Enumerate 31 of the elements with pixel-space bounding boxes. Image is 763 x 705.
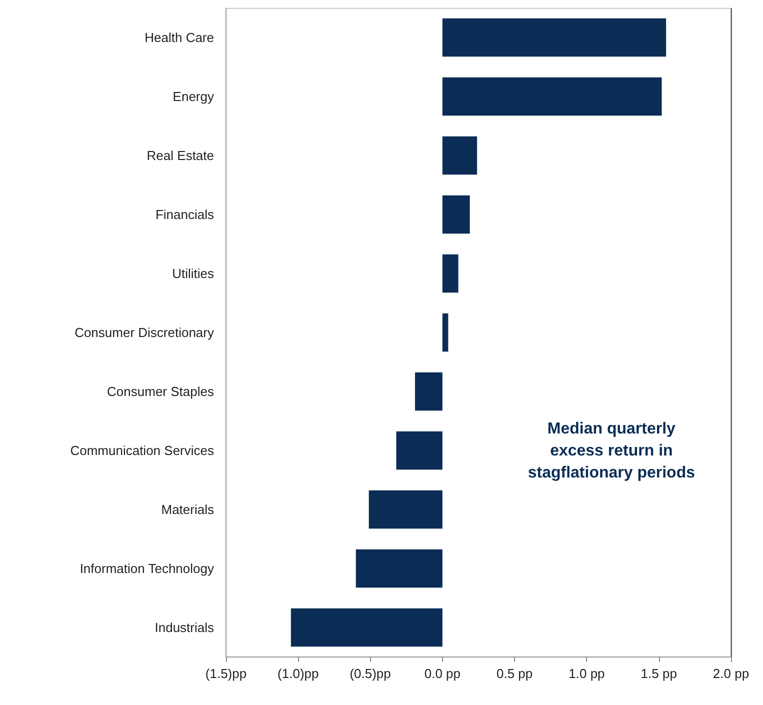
y-tick-label: Industrials [154,620,214,635]
x-tick-label: (1.5)pp [205,666,247,681]
x-tick-label: 1.5 pp [640,666,677,681]
bar [356,549,442,588]
x-tick-label: 0.5 pp [496,666,533,681]
y-tick-label: Utilities [172,266,214,281]
bar [442,254,458,293]
y-tick-label: Consumer Discretionary [74,325,214,340]
bar [290,608,442,647]
x-tick-label: (1.0)pp [278,666,319,681]
y-tick-label: Energy [172,89,214,104]
x-tick-label: (0.5)pp [350,666,391,681]
bar [442,136,478,175]
y-tick-label: Financials [155,207,214,222]
y-tick-label: Information Technology [80,561,214,576]
y-tick-label: Consumer Staples [107,384,214,399]
x-tick-label: 2.0 pp [712,666,750,681]
y-tick-label: Health Care [144,30,214,45]
y-tick-label: Materials [161,502,214,517]
bar [442,313,448,352]
y-tick-label: Communication Services [70,443,214,458]
bar [442,195,470,234]
x-tick-label: 0.0 pp [424,666,461,681]
bar [368,490,442,529]
y-tick-label: Real Estate [146,148,214,163]
bar [442,18,666,57]
bar [415,372,442,411]
x-tick-label: 1.0 pp [568,666,605,681]
bar [396,431,442,470]
annotation: Median quarterly excess return in stagflationary periods [528,420,696,482]
bar [442,77,662,116]
